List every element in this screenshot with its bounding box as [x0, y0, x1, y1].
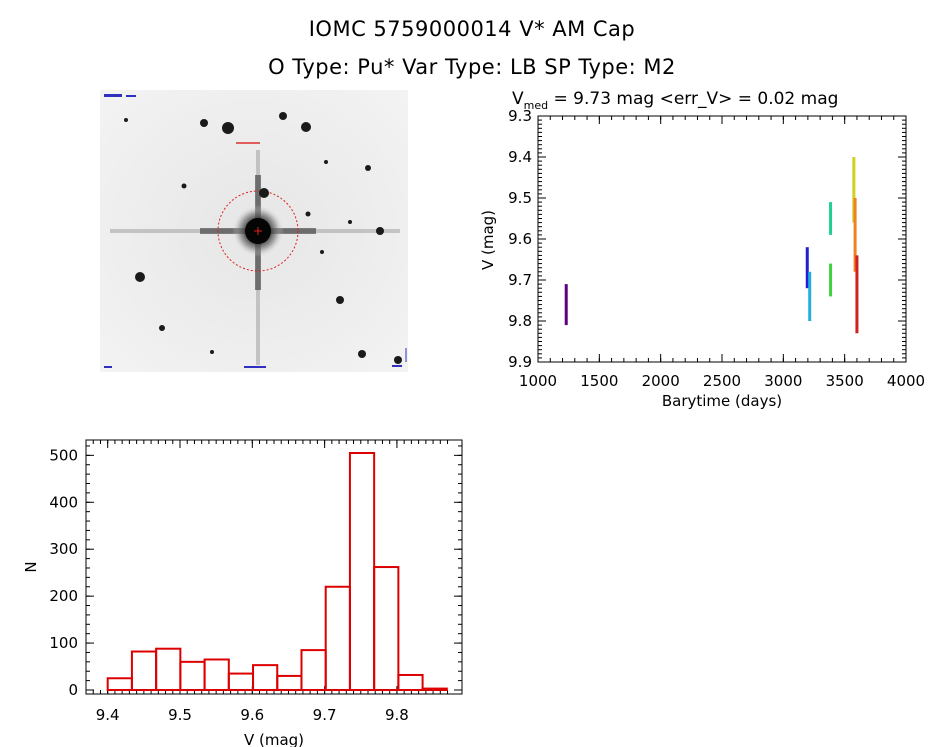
hist-xtick-label: 9.5 — [168, 706, 192, 724]
hist-bar-13 — [421, 687, 448, 692]
hist-bar-10 — [348, 452, 376, 691]
lightcurve-plot: 1000 1500 2000 2500 3000 3500 4000 9.3 9.4 9.5 9.6… — [479, 107, 925, 410]
lc-ytick-label: 9.4 — [508, 148, 532, 166]
hist-bar-1 — [130, 650, 158, 692]
hist-ytick-label: 0 — [68, 681, 78, 699]
hist-bar-8 — [300, 649, 327, 691]
hist-bar-11 — [373, 566, 400, 691]
hist-bar-7 — [276, 674, 303, 691]
sky-image — [100, 90, 408, 372]
lc-ytick-label: 9.9 — [508, 353, 532, 371]
lightcurve-frame — [537, 115, 907, 363]
histogram-frame — [85, 439, 463, 695]
lightcurve-title: Vmed = 9.73 mag <err_V> = 0.02 mag — [512, 89, 838, 112]
lc-xtick-label: 3000 — [764, 372, 802, 390]
hist-bar-9 — [324, 585, 351, 692]
hist-bar-3 — [179, 660, 206, 692]
hist-bar-6 — [252, 664, 279, 691]
hist-bar-5 — [227, 672, 255, 692]
chart-title: IOMC 5759000014 V* AM Cap — [308, 17, 636, 41]
hist-bar-0 — [106, 677, 133, 692]
lc-xtick-label: 1000 — [519, 372, 557, 390]
hist-bar-2 — [155, 647, 182, 691]
hist-bar-12 — [397, 673, 424, 691]
lightcurve-ylabel: V (mag) — [479, 210, 497, 270]
vmed-main: V — [512, 89, 524, 109]
histogram-ylabel: N — [22, 561, 40, 572]
lc-ytick-label: 9.7 — [508, 271, 532, 289]
hist-bar-4 — [203, 658, 230, 692]
lc-ytick-label: 9.6 — [508, 230, 532, 248]
vmed-text: = 9.73 mag <err_V> = 0.02 mag — [548, 89, 838, 109]
chart-subtitle: O Type: Pu* Var Type: LB SP Type: M2 — [268, 55, 676, 79]
hist-xtick-label: 9.4 — [96, 706, 120, 724]
hist-ytick-label: 400 — [49, 493, 78, 511]
hist-ytick-label: 300 — [49, 540, 78, 558]
hist-ytick-label: 100 — [49, 634, 78, 652]
hist-xtick-label: 9.6 — [240, 706, 264, 724]
hist-xtick-label: 9.7 — [313, 706, 337, 724]
hist-xtick-label: 9.8 — [385, 706, 409, 724]
lightcurve-xlabel: Barytime (days) — [662, 392, 782, 410]
lc-xtick-label: 4000 — [887, 372, 925, 390]
lc-ytick-label: 9.5 — [508, 189, 532, 207]
hist-ytick-label: 200 — [49, 587, 78, 605]
lc-xtick-label: 1500 — [580, 372, 618, 390]
lc-xtick-label: 2500 — [703, 372, 741, 390]
hist-ytick-label: 500 — [49, 446, 78, 464]
histogram-xlabel: V (mag) — [244, 731, 304, 747]
lc-xtick-label: 3500 — [826, 372, 864, 390]
lc-xtick-label: 2000 — [642, 372, 680, 390]
lc-ytick-label: 9.3 — [508, 107, 532, 125]
lc-ytick-label: 9.8 — [508, 312, 532, 330]
vmed-sub: med — [524, 99, 548, 112]
